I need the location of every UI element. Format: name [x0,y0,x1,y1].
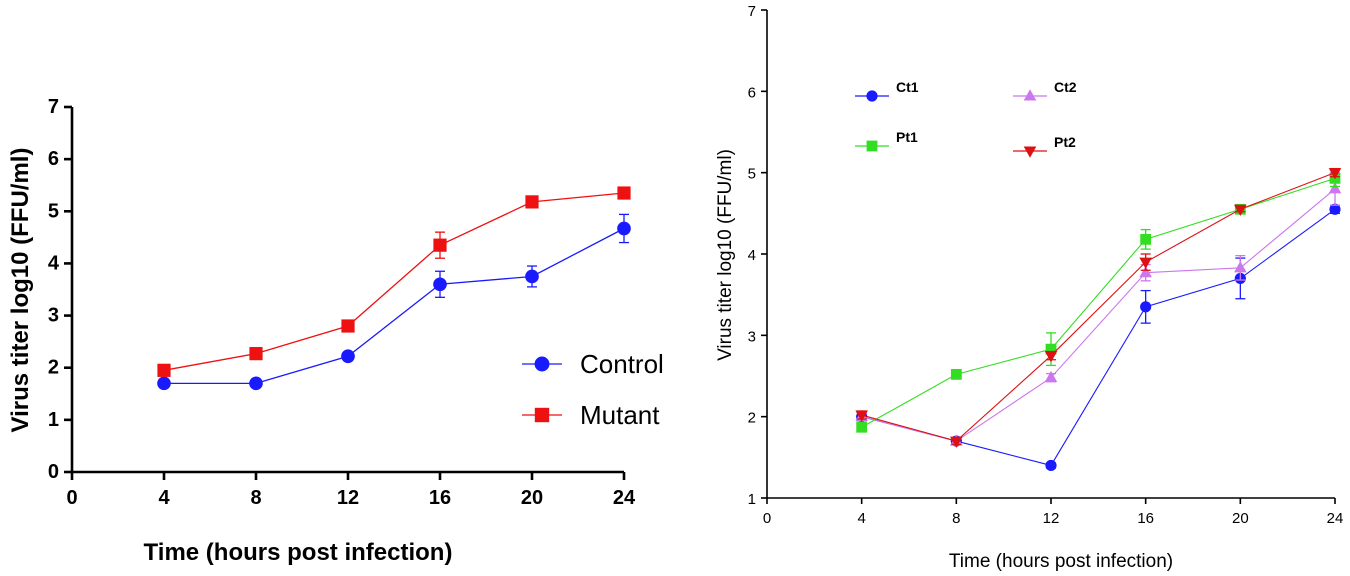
legend-marker [534,356,550,372]
y-tick-label: 1 [48,409,59,431]
legend-label: Ct2 [1054,79,1077,95]
legend-item-ct2: Ct2 [1013,79,1077,101]
data-point [1140,233,1152,245]
x-tick-label: 4 [857,510,865,527]
y-tick-label: 6 [48,148,59,170]
data-point [855,410,868,422]
data-point [856,421,868,433]
legend-marker [1023,146,1037,158]
x-tick-label: 12 [1043,510,1060,527]
data-point [617,221,631,236]
y-tick-label: 4 [48,252,60,274]
x-tick-label: 8 [952,510,960,527]
data-point [433,277,447,292]
series-pt1 [856,169,1341,433]
data-point [249,376,263,391]
data-point [157,363,171,377]
data-point [1328,168,1342,180]
data-point [1044,370,1058,383]
x-tick-label: 0 [66,487,77,509]
data-point [341,349,355,364]
series-line [861,188,1336,442]
x-tick-label: 8 [250,487,261,509]
legend-marker [1023,89,1037,101]
data-point [1328,182,1342,194]
x-axis-title: Time (hours post infection) [949,551,1173,572]
legend: Control Mutant [522,349,664,430]
legend-label: Ct1 [896,79,919,95]
series-line [164,227,625,385]
data-point [1045,459,1057,472]
data-point [341,319,355,333]
y-tick-label: 7 [748,3,756,20]
y-axis-title: Virus titer log10 (FFU/ml) [7,148,34,433]
legend-label: Mutant [580,400,660,430]
legend-marker [866,90,878,102]
data-point [1140,301,1152,313]
x-tick-label: 24 [1327,510,1344,527]
series-line [861,172,1336,442]
legend-item-ct1: Ct1 [855,79,919,102]
data-point [1044,351,1058,363]
data-point [1139,265,1152,278]
legend-label: Pt1 [896,129,918,145]
data-point [157,376,171,391]
legend-item-pt1: Pt1 [855,129,918,152]
data-point [525,195,539,209]
data-point [1234,204,1247,217]
y-tick-label: 3 [48,305,59,327]
data-point [617,186,631,200]
data-point [1045,343,1057,355]
legend-label: Control [580,349,664,379]
y-tick-label: 5 [48,200,59,222]
data-point [1234,261,1247,273]
y-tick-label: 2 [748,410,756,427]
legend-label: Pt2 [1054,134,1076,150]
data-point [950,368,962,380]
y-tick-label: 4 [748,247,756,264]
data-point [249,347,263,361]
x-axis-title: Time (hours post infection) [144,539,453,566]
y-tick-label: 6 [748,84,756,101]
y-tick-label: 7 [48,96,59,118]
series-mutant [157,186,631,377]
x-tick-label: 20 [1232,510,1249,527]
x-tick-label: 16 [429,487,451,509]
y-axis-title: Virus titer log10 (FFU/ml) [715,149,736,361]
x-tick-label: 12 [337,487,359,509]
data-point [950,436,963,448]
series-control [157,213,631,391]
x-tick-label: 24 [613,487,636,509]
x-tick-label: 16 [1137,510,1154,527]
series-line [861,177,1336,428]
data-point [525,269,539,284]
legend-item-mutant: Mutant [522,400,660,430]
data-point [433,238,447,252]
x-tick-label: 20 [521,487,543,509]
y-tick-label: 5 [748,166,756,183]
y-tick-label: 3 [748,328,756,345]
y-tick-label: 0 [48,461,59,483]
x-tick-label: 4 [158,487,170,509]
data-point [1329,203,1341,215]
data-point [1139,257,1152,269]
legend-marker [866,140,878,152]
series-line [163,192,625,371]
legend: Ct1 Ct2 Pt1 Pt2 [855,79,1077,158]
x-tick-label: 0 [763,510,771,527]
legend-item-pt2: Pt2 [1013,134,1076,158]
y-tick-label: 1 [748,491,756,508]
legend-item-control: Control [522,349,664,379]
legend-marker [534,407,550,423]
series-ct1 [856,203,1341,472]
y-tick-label: 2 [48,357,59,379]
series-pt2 [855,167,1342,448]
